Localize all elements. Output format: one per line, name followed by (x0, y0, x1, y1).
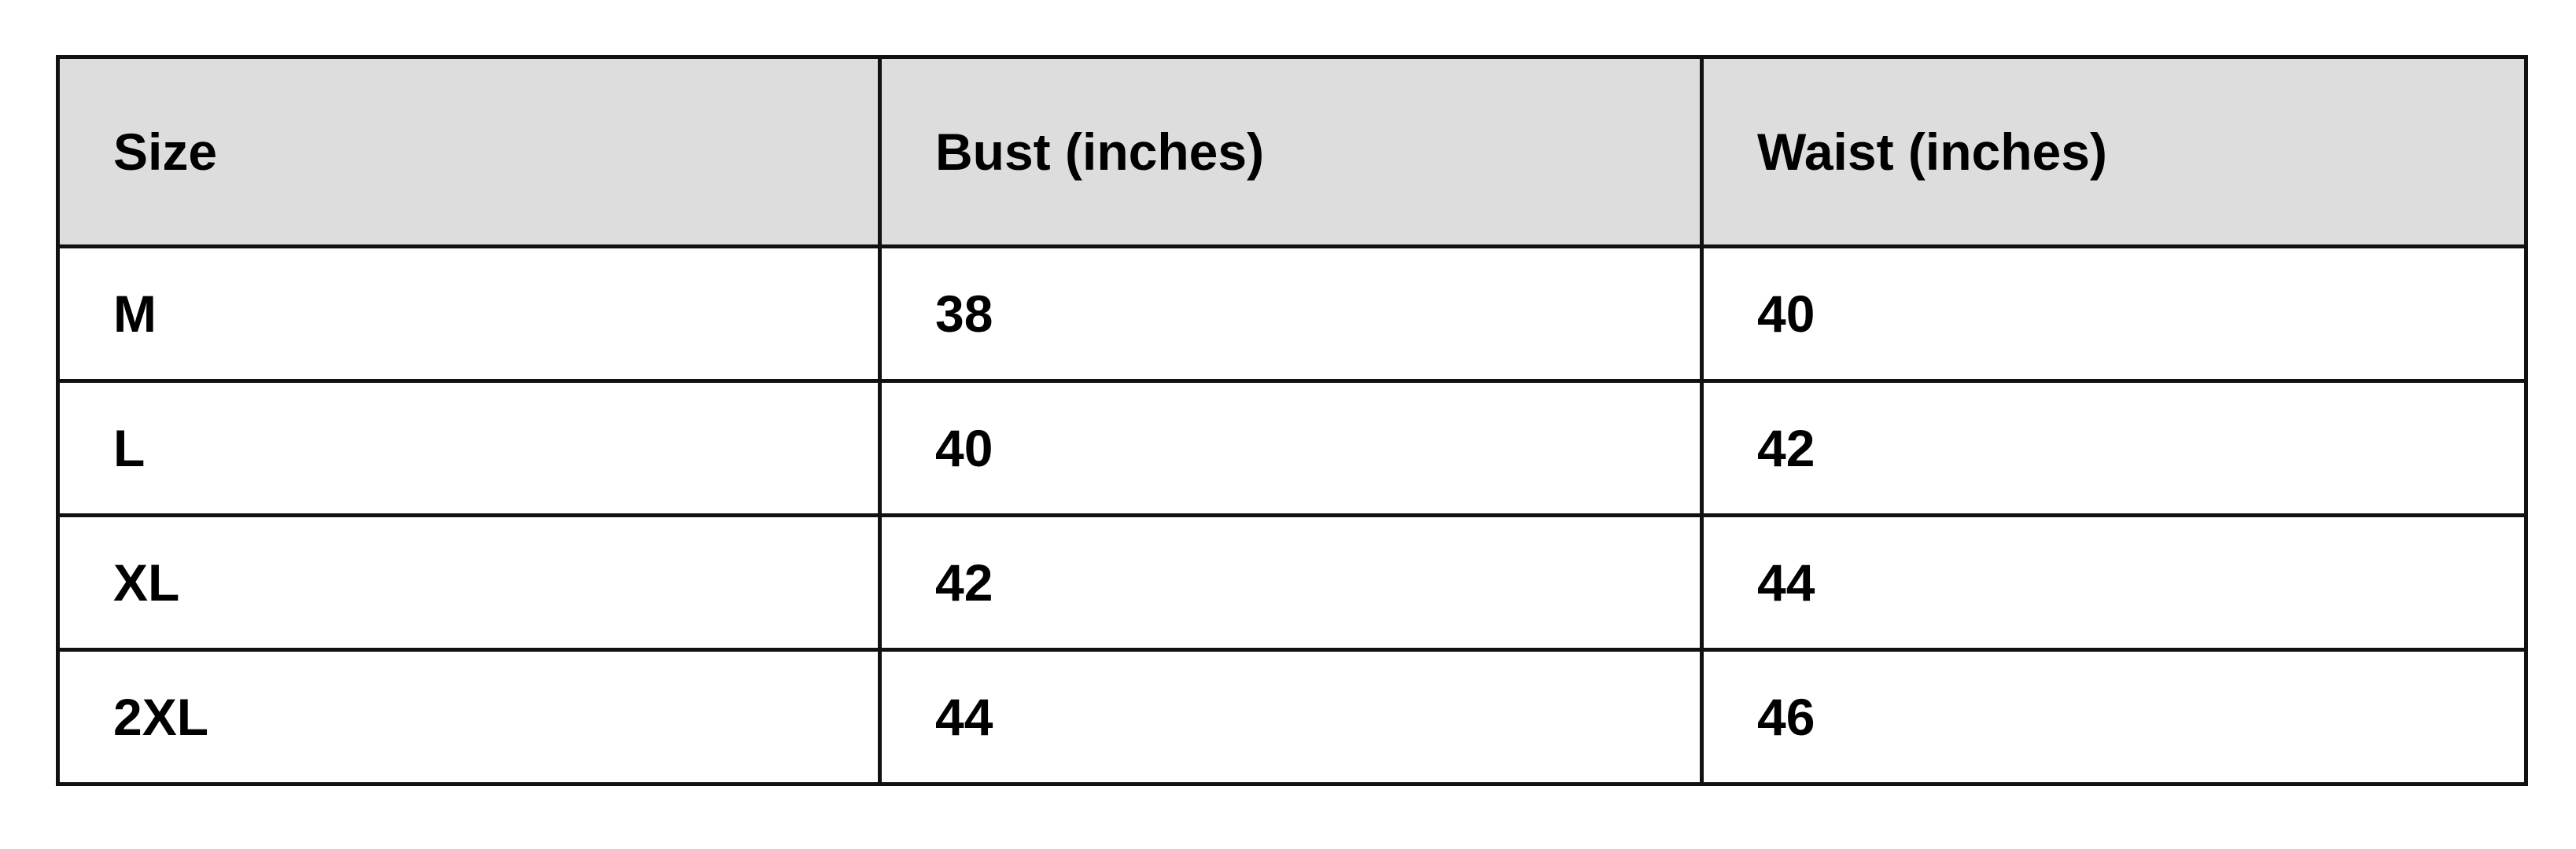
bust-cell: 44 (878, 648, 1704, 786)
table-row: XL 42 44 (56, 513, 2528, 652)
size-chart-table: Size Bust (inches) Waist (inches) M 38 4… (56, 55, 2528, 786)
waist-cell: 44 (1700, 513, 2528, 652)
header-bust: Bust (inches) (878, 55, 1704, 248)
size-cell: 2XL (56, 648, 882, 786)
waist-cell: 46 (1700, 648, 2528, 786)
size-cell: XL (56, 513, 882, 652)
header-waist: Waist (inches) (1700, 55, 2528, 248)
header-size: Size (56, 55, 882, 248)
waist-cell: 42 (1700, 379, 2528, 517)
table-row: L 40 42 (56, 379, 2528, 517)
size-cell: M (56, 244, 882, 383)
table-row: M 38 40 (56, 244, 2528, 383)
size-cell: L (56, 379, 882, 517)
waist-cell: 40 (1700, 244, 2528, 383)
table-row: 2XL 44 46 (56, 648, 2528, 786)
bust-cell: 40 (878, 379, 1704, 517)
bust-cell: 38 (878, 244, 1704, 383)
header-row: Size Bust (inches) Waist (inches) (56, 55, 2528, 248)
bust-cell: 42 (878, 513, 1704, 652)
